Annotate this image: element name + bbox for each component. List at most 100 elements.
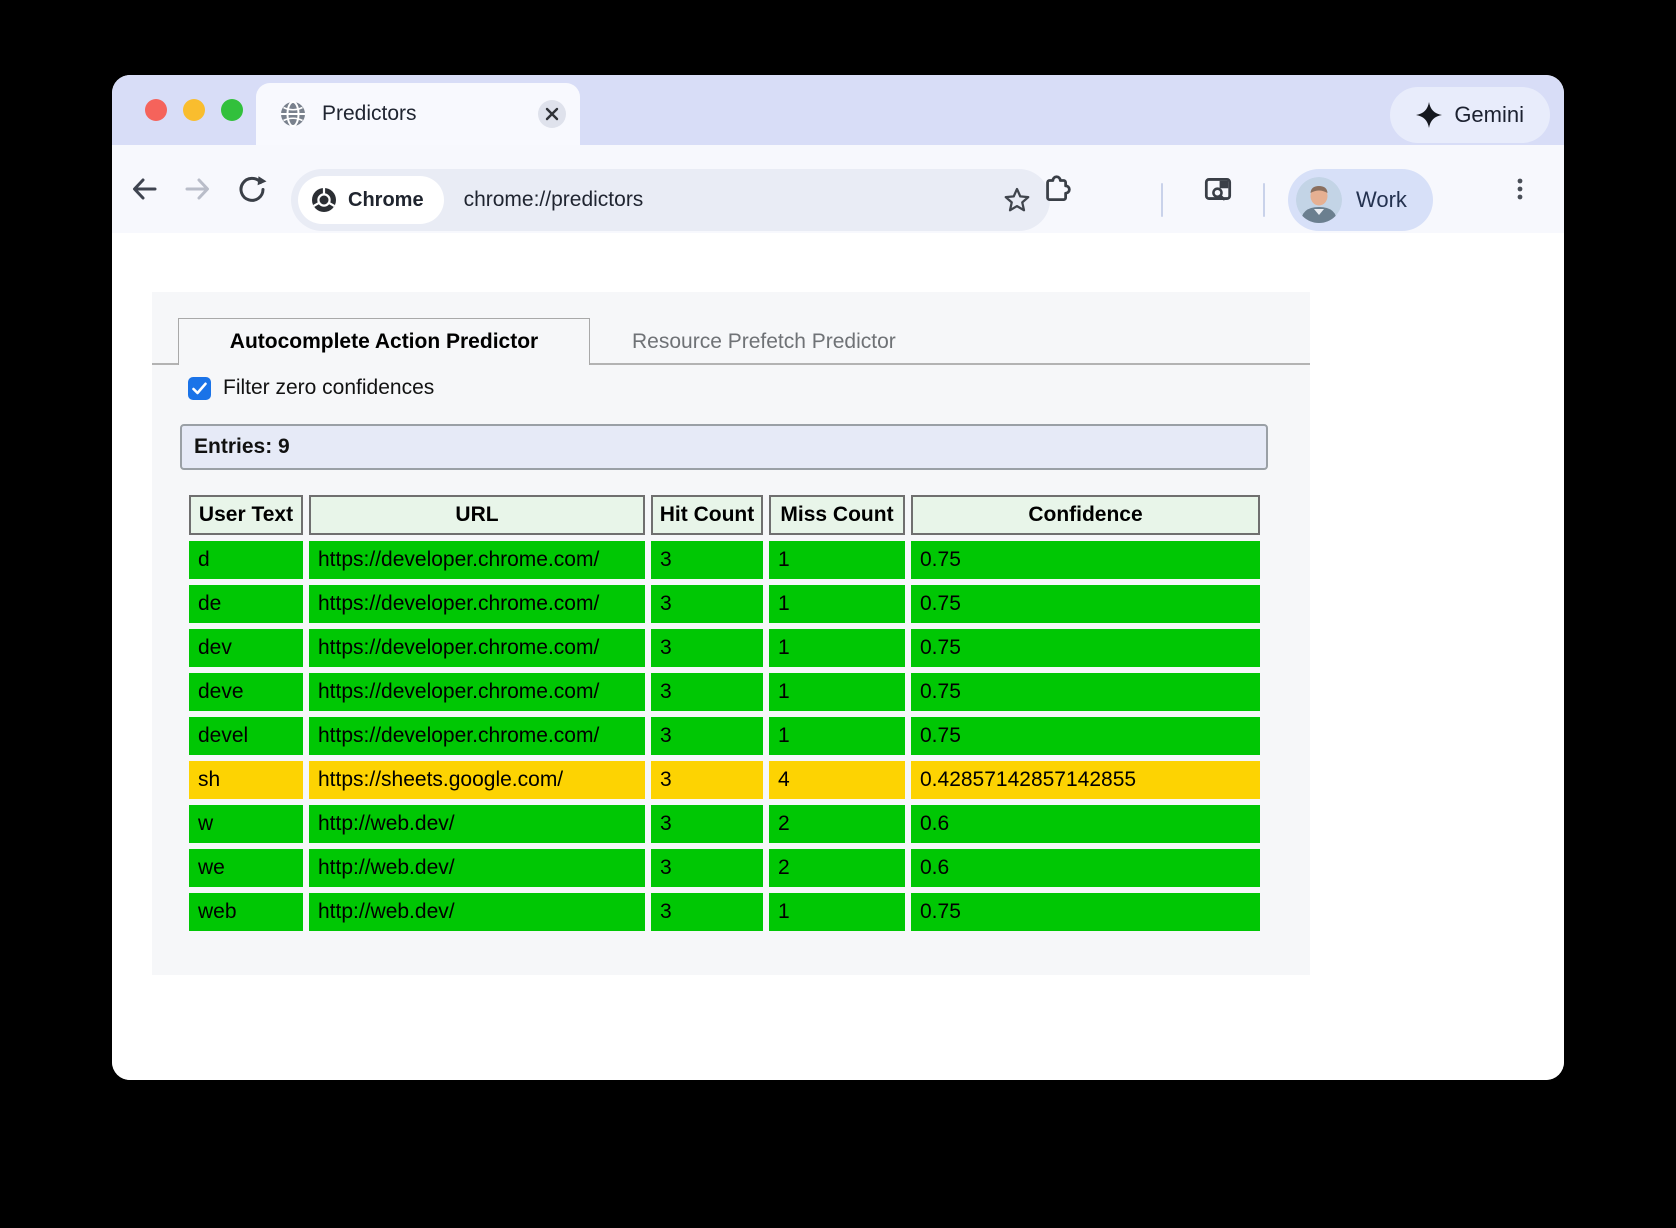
tab-resource-prefetch-predictor[interactable]: Resource Prefetch Predictor	[632, 329, 896, 353]
table-row: sh https://sheets.google.com/ 3 4 0.4285…	[189, 761, 1260, 799]
cell-url: http://web.dev/	[309, 849, 645, 887]
cell-user-text: deve	[189, 673, 303, 711]
cell-user-text: de	[189, 585, 303, 623]
cell-hit-count: 3	[651, 849, 763, 887]
cell-hit-count: 3	[651, 717, 763, 755]
globe-icon	[278, 99, 308, 129]
tab-title: Predictors	[322, 102, 417, 125]
table-row: web http://web.dev/ 3 1 0.75	[189, 893, 1260, 931]
traffic-light-maximize-button[interactable]	[221, 99, 243, 121]
cell-hit-count: 3	[651, 629, 763, 667]
table-header-row: User Text URL Hit Count Miss Count Confi…	[189, 495, 1260, 535]
toolbar-divider	[1263, 183, 1265, 217]
cell-url: https://developer.chrome.com/	[309, 541, 645, 579]
gemini-label: Gemini	[1454, 102, 1524, 127]
cell-url: http://web.dev/	[309, 893, 645, 931]
four-point-star-icon	[1416, 102, 1443, 128]
column-header-confidence: Confidence	[911, 495, 1260, 535]
table-row: we http://web.dev/ 3 2 0.6	[189, 849, 1260, 887]
cell-miss-count: 1	[769, 541, 905, 579]
cell-user-text: w	[189, 805, 303, 843]
filter-zero-confidences-checkbox[interactable]	[188, 376, 211, 400]
cell-url: https://sheets.google.com/	[309, 761, 645, 799]
menu-button[interactable]	[1500, 169, 1540, 209]
chrome-logo-icon	[312, 188, 336, 212]
cell-miss-count: 1	[769, 629, 905, 667]
table-row: w http://web.dev/ 3 2 0.6	[189, 805, 1260, 843]
address-bar[interactable]: Chrome chrome://predictors	[291, 169, 1050, 231]
filter-row: Filter zero confidences	[188, 376, 434, 400]
cell-user-text: sh	[189, 761, 303, 799]
cell-url: http://web.dev/	[309, 805, 645, 843]
column-header-hit-count: Hit Count	[651, 495, 763, 535]
cell-confidence: 0.75	[911, 717, 1260, 755]
side-panel-button[interactable]	[1198, 169, 1238, 209]
cell-hit-count: 3	[651, 541, 763, 579]
toolbar-divider	[1161, 183, 1163, 217]
cell-hit-count: 3	[651, 761, 763, 799]
column-header-user-text: User Text	[189, 495, 303, 535]
cell-confidence: 0.75	[911, 673, 1260, 711]
back-button[interactable]	[124, 169, 164, 209]
entries-count: Entries: 9	[194, 435, 290, 458]
url-text[interactable]: chrome://predictors	[463, 188, 644, 211]
cell-url: https://developer.chrome.com/	[309, 585, 645, 623]
profile-button[interactable]: Work	[1288, 169, 1433, 231]
puzzle-icon	[1046, 175, 1071, 202]
checkmark-icon	[192, 382, 207, 394]
entries-bar: Entries: 9	[180, 424, 1268, 470]
cell-user-text: devel	[189, 717, 303, 755]
column-header-miss-count: Miss Count	[769, 495, 905, 535]
cell-url: https://developer.chrome.com/	[309, 717, 645, 755]
site-chip-label: Chrome	[348, 188, 424, 211]
cell-miss-count: 1	[769, 585, 905, 623]
tab-autocomplete-action-predictor[interactable]: Autocomplete Action Predictor	[178, 318, 590, 365]
cell-miss-count: 4	[769, 761, 905, 799]
bookmark-button[interactable]	[1002, 185, 1032, 215]
avatar	[1296, 177, 1342, 223]
cell-user-text: we	[189, 849, 303, 887]
column-header-url: URL	[309, 495, 645, 535]
cell-user-text: web	[189, 893, 303, 931]
cell-confidence: 0.6	[911, 805, 1260, 843]
filter-label[interactable]: Filter zero confidences	[223, 376, 435, 399]
reload-icon	[239, 176, 267, 202]
traffic-light-minimize-button[interactable]	[183, 99, 205, 121]
browser-tab[interactable]: Predictors	[256, 83, 580, 145]
back-arrow-icon	[133, 178, 157, 200]
predictors-table: User Text URL Hit Count Miss Count Confi…	[183, 489, 1266, 937]
page-content: Autocomplete Action Predictor Resource P…	[112, 233, 1564, 1080]
cell-miss-count: 1	[769, 673, 905, 711]
forward-arrow-icon	[185, 178, 209, 200]
extensions-button[interactable]	[1035, 169, 1075, 209]
cell-hit-count: 3	[651, 805, 763, 843]
toolbar: Chrome chrome://predictors	[112, 145, 1564, 233]
cell-miss-count: 2	[769, 805, 905, 843]
side-panel-search-icon	[1204, 178, 1232, 201]
cell-miss-count: 2	[769, 849, 905, 887]
cell-confidence: 0.42857142857142855	[911, 761, 1260, 799]
cell-user-text: d	[189, 541, 303, 579]
cell-hit-count: 3	[651, 585, 763, 623]
reload-button[interactable]	[232, 169, 272, 209]
cell-confidence: 0.6	[911, 849, 1260, 887]
cell-confidence: 0.75	[911, 585, 1260, 623]
cell-confidence: 0.75	[911, 629, 1260, 667]
cell-confidence: 0.75	[911, 541, 1260, 579]
cell-miss-count: 1	[769, 893, 905, 931]
site-chip[interactable]: Chrome	[298, 176, 444, 224]
cell-url: https://developer.chrome.com/	[309, 629, 645, 667]
cell-url: https://developer.chrome.com/	[309, 673, 645, 711]
tab-close-button[interactable]	[538, 100, 566, 128]
kebab-menu-icon	[1517, 178, 1523, 200]
cell-hit-count: 3	[651, 673, 763, 711]
cell-confidence: 0.75	[911, 893, 1260, 931]
traffic-light-close-button[interactable]	[145, 99, 167, 121]
gemini-button[interactable]: Gemini	[1390, 87, 1550, 143]
table-row: deve https://developer.chrome.com/ 3 1 0…	[189, 673, 1260, 711]
cell-hit-count: 3	[651, 893, 763, 931]
forward-button[interactable]	[178, 169, 218, 209]
predictors-panel: Autocomplete Action Predictor Resource P…	[152, 292, 1310, 975]
tab-strip: Predictors Gemini	[112, 75, 1564, 201]
